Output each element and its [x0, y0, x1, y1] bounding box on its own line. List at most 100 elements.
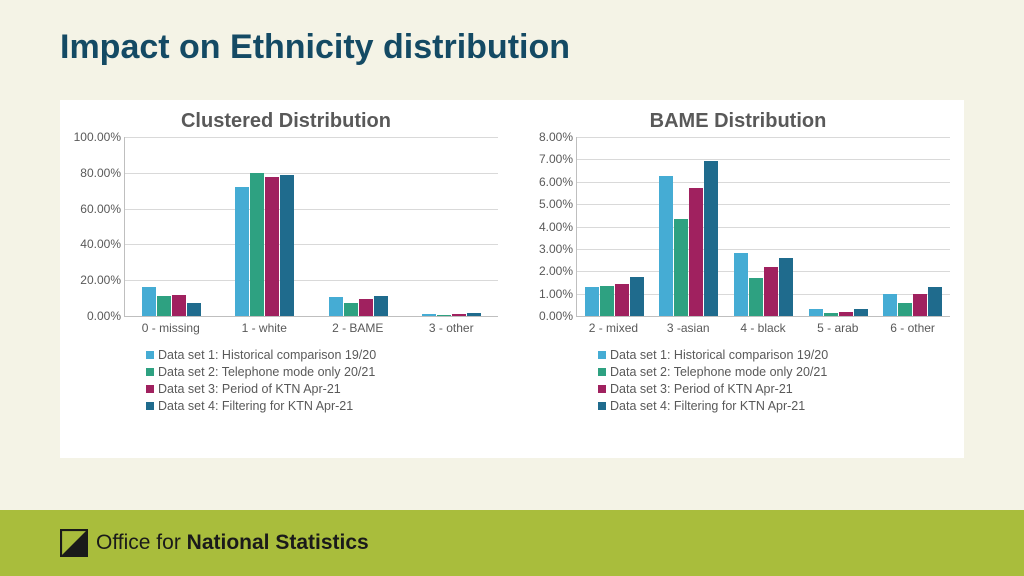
legend-item: Data set 1: Historical comparison 19/20	[598, 348, 948, 362]
legend-swatch	[598, 368, 606, 376]
x-axis-label: 4 - black	[726, 317, 801, 335]
y-axis-label: 0.00%	[539, 309, 577, 323]
bar	[172, 295, 186, 316]
bar	[235, 187, 249, 316]
bar	[437, 315, 451, 316]
bar	[779, 258, 793, 316]
legend-swatch	[598, 385, 606, 393]
legend: Data set 1: Historical comparison 19/20 D…	[598, 345, 948, 416]
bar	[374, 296, 388, 316]
bar	[839, 312, 853, 316]
category-group	[875, 137, 950, 316]
legend-swatch	[146, 351, 154, 359]
x-axis-label: 2 - mixed	[576, 317, 651, 335]
legend-item: Data set 3: Period of KTN Apr-21	[146, 382, 496, 396]
footer-org-prefix: Office for	[96, 531, 187, 554]
bar	[329, 297, 343, 316]
bar	[854, 309, 868, 316]
y-axis-label: 20.00%	[80, 273, 125, 287]
x-axis-labels: 2 - mixed3 -asian4 - black5 - arab6 - ot…	[576, 317, 950, 335]
y-axis-label: 40.00%	[80, 237, 125, 251]
legend-item: Data set 1: Historical comparison 19/20	[146, 348, 496, 362]
x-axis-label: 2 - BAME	[311, 317, 405, 335]
category-group	[726, 137, 801, 316]
bar	[704, 161, 718, 317]
bar	[898, 303, 912, 316]
charts-container: Clustered Distribution 0.00%20.00%40.00%…	[60, 100, 964, 458]
bar	[659, 176, 673, 316]
bar	[883, 294, 897, 316]
x-axis-label: 6 - other	[875, 317, 950, 335]
category-group	[125, 137, 218, 316]
legend-item: Data set 4: Filtering for KTN Apr-21	[598, 399, 948, 413]
chart-clustered: Clustered Distribution 0.00%20.00%40.00%…	[60, 100, 512, 458]
plot-area: 0.00%1.00%2.00%3.00%4.00%5.00%6.00%7.00%…	[576, 137, 950, 317]
y-axis-label: 60.00%	[80, 202, 125, 216]
category-group	[312, 137, 405, 316]
footer-org-bold: National Statistics	[187, 531, 369, 554]
y-axis-label: 6.00%	[539, 175, 577, 189]
footer: Office for National Statistics	[0, 510, 1024, 576]
bar	[689, 188, 703, 316]
y-axis-label: 8.00%	[539, 130, 577, 144]
legend-item: Data set 2: Telephone mode only 20/21	[146, 365, 496, 379]
legend-label: Data set 4: Filtering for KTN Apr-21	[158, 399, 353, 413]
x-axis-label: 1 - white	[218, 317, 312, 335]
legend-label: Data set 1: Historical comparison 19/20	[610, 348, 828, 362]
bars-row	[125, 137, 498, 316]
y-axis-label: 7.00%	[539, 152, 577, 166]
x-axis-label: 3 - other	[405, 317, 499, 335]
legend: Data set 1: Historical comparison 19/20 D…	[146, 345, 496, 416]
bar	[467, 313, 481, 316]
y-axis-label: 4.00%	[539, 220, 577, 234]
bar	[764, 267, 778, 316]
bar	[734, 253, 748, 316]
y-axis-label: 5.00%	[539, 197, 577, 211]
x-axis-label: 5 - arab	[800, 317, 875, 335]
legend-label: Data set 1: Historical comparison 19/20	[158, 348, 376, 362]
y-axis-label: 0.00%	[87, 309, 125, 323]
bar	[928, 287, 942, 316]
bar	[157, 296, 171, 316]
bar	[422, 314, 436, 316]
legend-item: Data set 4: Filtering for KTN Apr-21	[146, 399, 496, 413]
y-axis-label: 80.00%	[80, 166, 125, 180]
y-axis-label: 3.00%	[539, 242, 577, 256]
legend-label: Data set 2: Telephone mode only 20/21	[610, 365, 827, 379]
legend-swatch	[598, 402, 606, 410]
plot-area: 0.00%20.00%40.00%60.00%80.00%100.00%	[124, 137, 498, 317]
category-group	[652, 137, 727, 316]
category-group	[577, 137, 652, 316]
bar	[142, 287, 156, 316]
bar	[359, 299, 373, 316]
footer-text: Office for National Statistics	[96, 531, 369, 555]
bar	[344, 303, 358, 316]
legend-label: Data set 3: Period of KTN Apr-21	[610, 382, 793, 396]
bar	[630, 277, 644, 316]
bar	[600, 286, 614, 316]
bar	[187, 303, 201, 316]
legend-label: Data set 3: Period of KTN Apr-21	[158, 382, 341, 396]
legend-item: Data set 2: Telephone mode only 20/21	[598, 365, 948, 379]
bar	[674, 219, 688, 316]
legend-swatch	[146, 402, 154, 410]
legend-swatch	[598, 351, 606, 359]
bar	[452, 314, 466, 316]
chart-title: BAME Distribution	[518, 110, 958, 133]
legend-label: Data set 4: Filtering for KTN Apr-21	[610, 399, 805, 413]
bar	[615, 284, 629, 316]
x-axis-label: 0 - missing	[124, 317, 218, 335]
bar	[585, 287, 599, 316]
x-axis-label: 3 -asian	[651, 317, 726, 335]
bar	[265, 177, 279, 316]
bar	[824, 313, 838, 316]
ons-logo: Office for National Statistics	[60, 529, 369, 557]
category-group	[801, 137, 876, 316]
bar	[913, 294, 927, 316]
bars-row	[577, 137, 950, 316]
legend-item: Data set 3: Period of KTN Apr-21	[598, 382, 948, 396]
page-title: Impact on Ethnicity distribution	[60, 28, 570, 67]
y-axis-label: 1.00%	[539, 287, 577, 301]
bar	[809, 309, 823, 316]
legend-swatch	[146, 385, 154, 393]
